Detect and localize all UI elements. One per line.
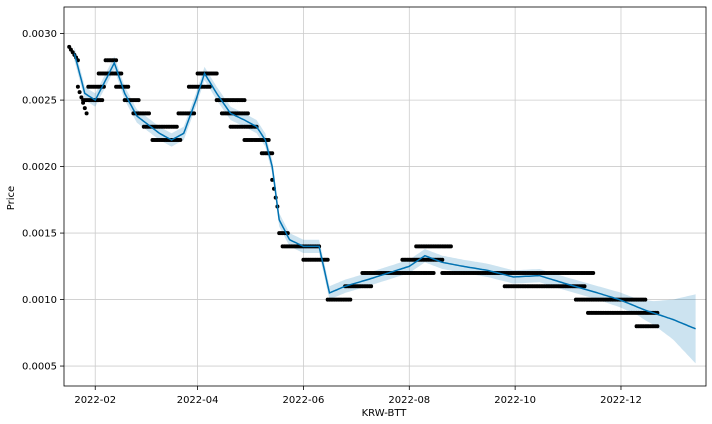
observed-point [266, 138, 271, 142]
x-tick-label: 2022-04 [177, 395, 219, 406]
observed-point [214, 71, 219, 76]
observed-point [126, 84, 131, 89]
observed-points [67, 44, 660, 329]
observed-point [192, 111, 197, 116]
uncertainty-band [74, 46, 696, 364]
y-axis-ticks: 0.0005 0.0010 0.0015 0.0020 0.0025 0.0030 [22, 29, 64, 373]
x-tick-label: 2022-02 [74, 395, 116, 406]
x-tick-label: 2022-06 [283, 395, 325, 406]
observed-point [207, 84, 212, 89]
y-tick-label: 0.0030 [22, 29, 57, 40]
y-tick-label: 0.0020 [22, 162, 57, 173]
observed-point [82, 106, 87, 111]
observed-point [591, 271, 596, 275]
x-tick-label: 2022-10 [494, 395, 536, 406]
plot-border [63, 6, 707, 387]
forecast-line [73, 53, 696, 330]
x-axis-label: KRW-BTT [362, 408, 408, 419]
observed-point [440, 257, 445, 262]
observed-point [655, 324, 660, 329]
observed-point [84, 111, 89, 116]
observed-point [75, 84, 80, 89]
y-tick-label: 0.0010 [22, 295, 57, 306]
observed-point [136, 98, 141, 103]
plot-frame [63, 6, 707, 387]
observed-point [77, 90, 82, 95]
observed-point [582, 284, 587, 289]
observed-point [119, 71, 124, 76]
grid-lines [64, 7, 706, 386]
y-tick-label: 0.0005 [22, 362, 57, 373]
x-tick-label: 2022-08 [388, 395, 430, 406]
x-tick-label: 2022-12 [600, 395, 642, 406]
observed-point [325, 257, 330, 262]
observed-point [100, 98, 105, 103]
observed-point [242, 98, 247, 103]
observed-point [147, 111, 151, 116]
y-tick-label: 0.0015 [22, 229, 57, 240]
observed-point [431, 271, 436, 275]
observed-point [174, 124, 179, 129]
x-axis-ticks: 2022-02 2022-04 2022-06 2022-08 2022-10 2022-… [74, 386, 642, 406]
observed-point [114, 58, 119, 63]
observed-point [643, 297, 648, 302]
forecast-path [73, 53, 696, 330]
observed-point [178, 138, 183, 142]
y-axis-label: Price [6, 186, 17, 210]
observed-point [369, 284, 374, 289]
uncertainty-band-area [74, 46, 696, 364]
observed-point [448, 244, 453, 249]
observed-point [245, 111, 250, 116]
y-tick-label: 0.0025 [22, 96, 57, 107]
observed-point [348, 297, 353, 302]
observed-point [270, 151, 275, 156]
